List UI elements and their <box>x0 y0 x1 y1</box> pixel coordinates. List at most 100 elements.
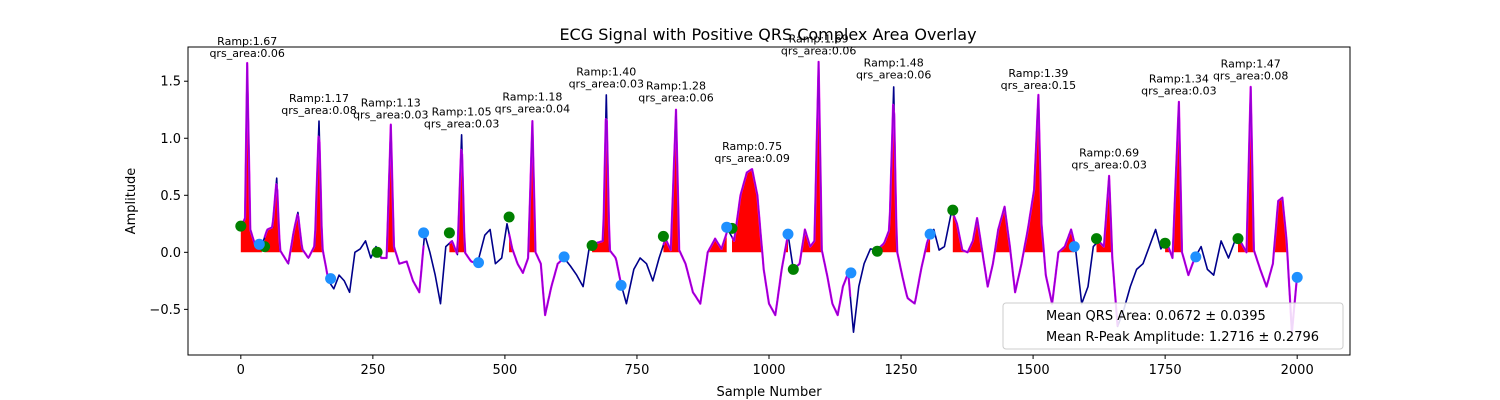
x-tick-label: 1500 <box>1017 363 1050 378</box>
qrs-offset-marker-11 <box>1068 241 1080 253</box>
qrs-overlay-5 <box>508 119 565 317</box>
qrs-segment-2 <box>263 135 331 284</box>
qrs-area-label-9: qrs_area:0.06 <box>781 45 856 58</box>
qrs-area-label-10: qrs_area:0.06 <box>856 69 931 82</box>
qrs-area-label-12: qrs_area:0.03 <box>1071 159 1146 172</box>
qrs-onset-marker-5 <box>503 211 515 223</box>
x-tick-label: 2000 <box>1281 363 1314 378</box>
qrs-onset-marker-3 <box>371 246 383 258</box>
qrs-area-fill-7 <box>663 109 727 253</box>
qrs-offset-marker-5 <box>558 251 570 263</box>
qrs-area-fill-3 <box>377 124 424 253</box>
qrs-segment-11 <box>952 94 1076 305</box>
qrs-offset-marker-7 <box>721 221 733 233</box>
legend-entry-mean-qrs-area: Mean QRS Area: 0.0672 ± 0.0395 <box>1046 309 1266 324</box>
qrs-area-label-2: qrs_area:0.08 <box>281 104 356 117</box>
qrs-area-label-5: qrs_area:0.04 <box>495 103 570 116</box>
x-tick-label: 1750 <box>1149 363 1182 378</box>
qrs-segment-5 <box>508 120 565 316</box>
x-axis-ticks: 0 250 500 750 1000 1250 1500 1750 2000 <box>237 355 1314 378</box>
legend: Mean QRS Area: 0.0672 ± 0.0395 Mean R-Pe… <box>1002 302 1344 350</box>
qrs-onset-marker-11 <box>947 204 959 216</box>
r-amplitude-label-10: Ramp:1.48 <box>864 57 924 70</box>
chart-title: ECG Signal with Positive QRS Complex Are… <box>559 25 976 44</box>
qrs-area-fill-11 <box>952 94 1075 253</box>
legend-box <box>1002 302 1344 350</box>
qrs-overlay-3 <box>376 123 425 294</box>
qrs-overlay-10 <box>876 103 932 305</box>
qrs-onset-marker-9 <box>787 263 799 275</box>
qrs-offset-marker-2 <box>325 273 337 285</box>
qrs-onset-marker-7 <box>657 230 669 242</box>
x-axis-label: Sample Number <box>716 385 822 400</box>
qrs-segment-7 <box>662 108 728 305</box>
qrs-offset-marker-4 <box>473 257 484 269</box>
legend-entry-mean-r-peak-amplitude: Mean R-Peak Amplitude: 1.2716 ± 0.2796 <box>1046 330 1319 345</box>
r-amplitude-label-11: Ramp:1.39 <box>1008 67 1068 80</box>
x-tick-label: 0 <box>237 363 245 378</box>
qrs-offset-marker-13 <box>1291 271 1303 283</box>
x-tick-label: 750 <box>625 363 650 378</box>
qrs-onset-marker-14 <box>1232 233 1244 245</box>
r-amplitude-label-6: Ramp:1.40 <box>576 66 636 79</box>
qrs-offset-marker-1 <box>253 238 265 250</box>
qrs-segment-1 <box>240 62 263 248</box>
qrs-onset-marker-12 <box>1091 233 1102 245</box>
qrs-area-label-6: qrs_area:0.03 <box>569 78 644 91</box>
qrs-offset-marker-10 <box>924 228 936 240</box>
qrs-segment-13 <box>1164 101 1197 276</box>
r-amplitude-label-12: Ramp:0.69 <box>1079 147 1139 160</box>
qrs-area-label-3: qrs_area:0.03 <box>353 108 428 121</box>
qrs-area-label-14: qrs_area:0.08 <box>1213 70 1288 83</box>
qrs-area-label-1: qrs_area:0.06 <box>209 47 284 60</box>
r-amplitude-label-3: Ramp:1.13 <box>361 96 421 109</box>
qrs-offset-marker-9 <box>845 267 857 279</box>
y-axis-ticks: −0.5 0.0 0.5 1.0 1.5 <box>149 75 188 318</box>
r-amplitude-label-4: Ramp:1.05 <box>432 106 492 119</box>
qrs-offset-marker-6 <box>615 279 627 291</box>
qrs-area-fill-10 <box>877 104 931 253</box>
qrs-segment-8 <box>731 168 789 316</box>
qrs-segment-3 <box>376 123 425 294</box>
y-axis-label: Amplitude <box>124 168 139 235</box>
x-tick-label: 1250 <box>884 363 917 378</box>
r-amplitude-label-5: Ramp:1.18 <box>502 91 562 104</box>
qrs-area-label-7: qrs_area:0.06 <box>638 91 713 104</box>
r-amplitude-label-8: Ramp:0.75 <box>722 140 782 153</box>
qrs-area-label-4: qrs_area:0.03 <box>424 118 499 131</box>
qrs-area-fill-5 <box>509 121 565 253</box>
qrs-onset-marker-4 <box>443 227 455 239</box>
qrs-area-fill-6 <box>592 119 622 253</box>
qrs-overlay-9 <box>792 60 852 317</box>
qrs-annotations-layer: Ramp:1.67qrs_area:0.06Ramp:1.17qrs_area:… <box>209 33 1288 172</box>
x-tick-label: 250 <box>360 363 385 378</box>
r-amplitude-label-13: Ramp:1.34 <box>1149 73 1209 86</box>
qrs-markers-layer <box>235 204 1303 291</box>
qrs-segment-14 <box>1238 86 1298 334</box>
y-tick-label: 1.5 <box>160 75 181 90</box>
qrs-offset-marker-12 <box>1190 251 1202 263</box>
qrs-offset-marker-8 <box>782 228 794 240</box>
qrs-area-label-11: qrs_area:0.15 <box>1001 79 1076 92</box>
qrs-area-label-8: qrs_area:0.09 <box>714 152 789 165</box>
y-tick-label: 0.0 <box>160 246 181 261</box>
r-amplitude-label-2: Ramp:1.17 <box>289 92 349 105</box>
qrs-segment-9 <box>792 60 852 316</box>
qrs-onset-marker-10 <box>871 245 883 257</box>
qrs-offset-marker-3 <box>418 227 430 239</box>
r-amplitude-label-9: Ramp:1.69 <box>789 33 849 46</box>
y-tick-label: −0.5 <box>149 303 181 318</box>
r-amplitude-label-14: Ramp:1.47 <box>1221 58 1281 71</box>
qrs-onset-marker-13 <box>1159 237 1171 249</box>
x-tick-label: 500 <box>492 363 517 378</box>
x-tick-label: 1000 <box>752 363 785 378</box>
qrs-segment-10 <box>876 104 931 305</box>
r-amplitude-label-1: Ramp:1.67 <box>217 35 277 48</box>
qrs-area-fill-8 <box>732 169 788 253</box>
qrs-onset-marker-6 <box>586 240 598 251</box>
r-amplitude-label-7: Ramp:1.28 <box>646 79 706 92</box>
y-tick-label: 1.0 <box>160 132 181 147</box>
qrs-area-label-13: qrs_area:0.03 <box>1141 85 1216 98</box>
